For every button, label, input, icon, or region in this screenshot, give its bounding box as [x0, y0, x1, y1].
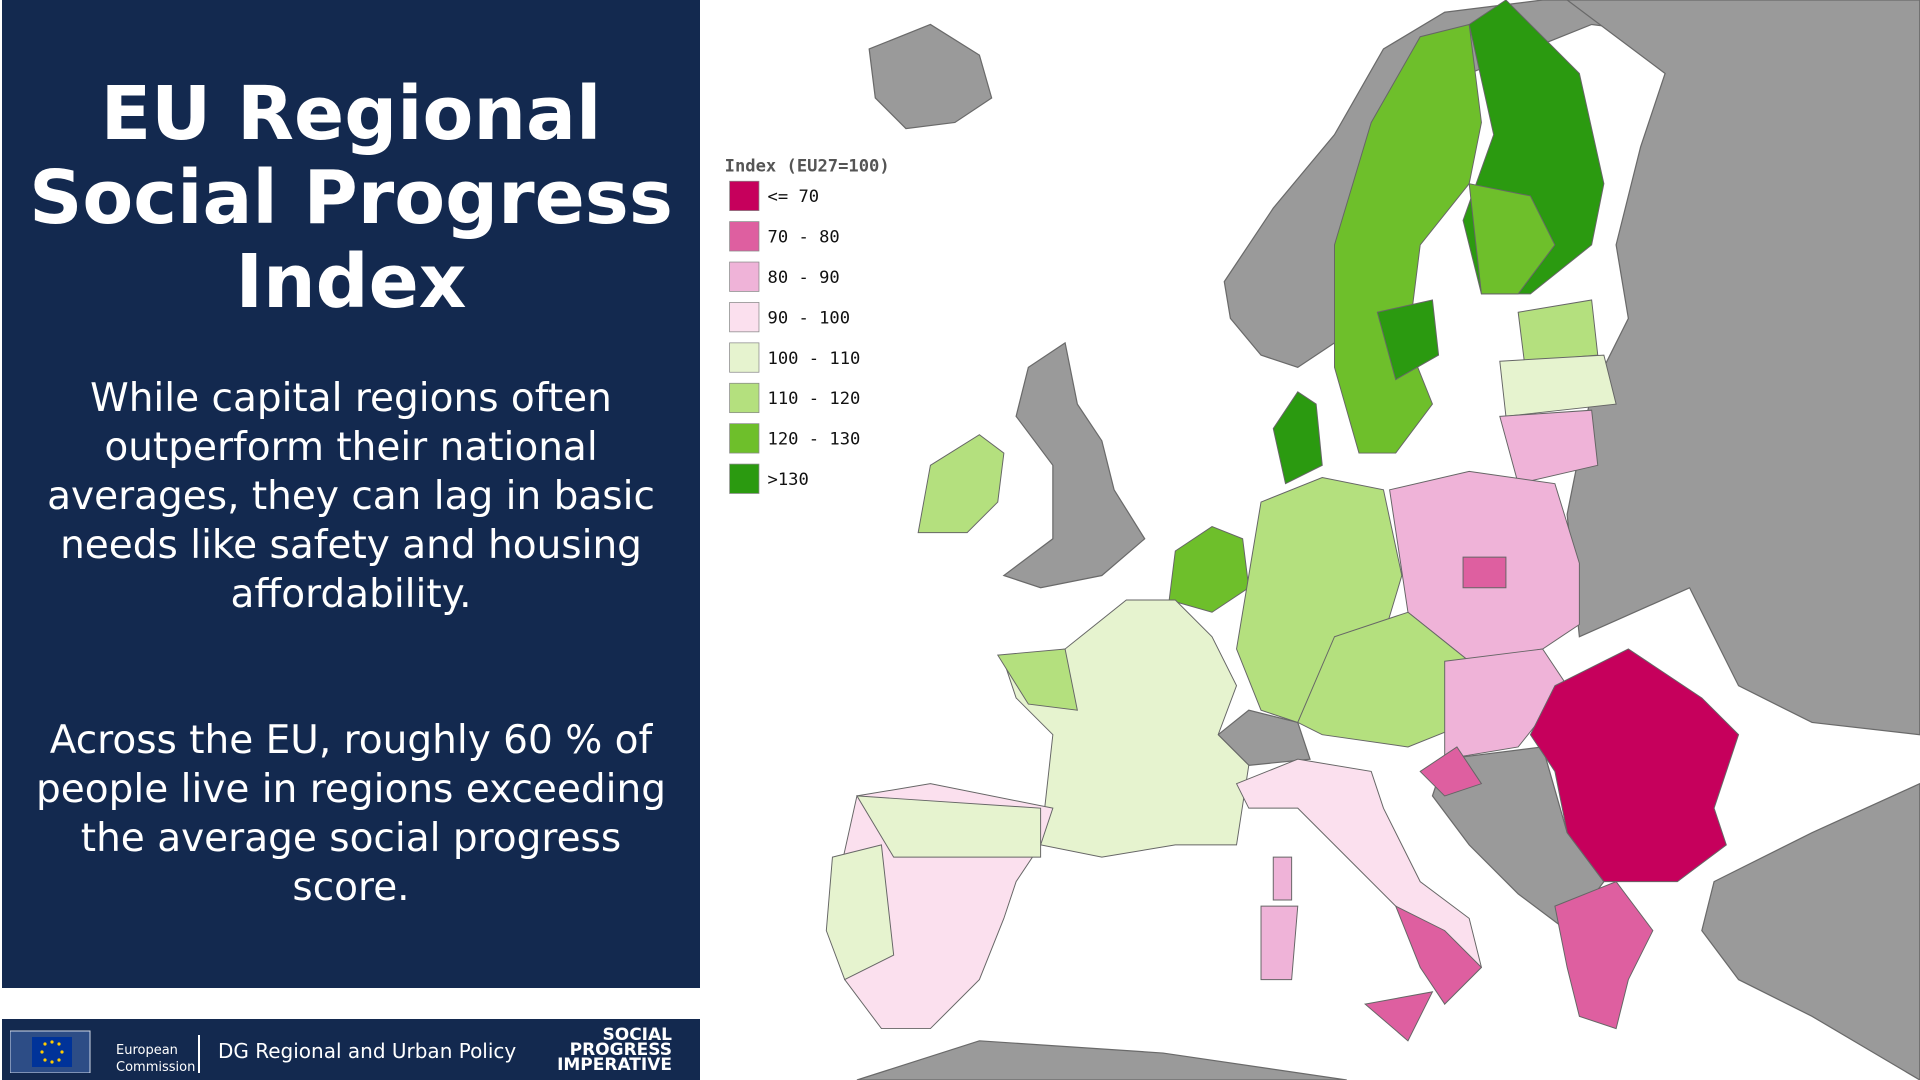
partner-logo: SOCIAL PROGRESS IMPERATIVE [557, 1025, 673, 1075]
region [1260, 905, 1299, 981]
legend-label: 70 - 80 [768, 228, 840, 248]
legend-label: >130 [768, 470, 809, 490]
text-line: IMPERATIVE [557, 1055, 672, 1075]
paragraph: Across the EU, roughly 60 % of people liv… [18, 716, 684, 912]
text-line: While capital regions often [90, 376, 612, 421]
legend-swatch [729, 382, 760, 414]
region [825, 844, 895, 981]
legend-swatch [729, 302, 760, 333]
region [1499, 354, 1617, 417]
text-line: people live in regions exceeding [36, 767, 666, 812]
text-panel: EU Regional Social Progress Index While ca… [2, 0, 700, 988]
text-line: Commission [116, 1060, 196, 1075]
text-line: the average social progress score. [80, 816, 622, 910]
text-line: averages, they can lag in basic [47, 474, 655, 519]
legend-label: 120 - 130 [768, 430, 861, 450]
region [1272, 391, 1323, 485]
title-line: Social Progress [29, 155, 673, 241]
region [1376, 299, 1440, 381]
legend-label: 90 - 100 [768, 308, 850, 328]
legend-label: 100 - 110 [768, 349, 861, 369]
legend-swatch [729, 342, 760, 373]
title: EU Regional Social Progress Index [2, 72, 700, 324]
region [1499, 409, 1599, 485]
regions [825, 0, 1740, 1042]
text-line: Across the EU, roughly 60 % of [49, 718, 653, 763]
eu-logo [10, 1030, 91, 1073]
region [1297, 611, 1470, 748]
legend-swatch [729, 180, 760, 211]
text-line: European [116, 1043, 178, 1058]
commission-name: European Commission [116, 1042, 195, 1076]
region [1529, 648, 1740, 883]
region [1419, 746, 1483, 797]
region [856, 795, 1042, 858]
legend: <= 70 70 - 80 80 - 90 90 - 100 100 - 110 110 … [729, 180, 861, 494]
text-line: needs like safety and housing [60, 523, 642, 568]
legend-swatch [729, 423, 760, 454]
legend-swatch [729, 463, 760, 494]
legend-label: <= 70 [768, 187, 820, 207]
map: Index (EU27=100) <= 70 70 - 80 80 - 90 90 -… [700, 0, 1920, 1080]
legend-label: 80 - 90 [768, 268, 840, 288]
text-line: PROGRESS [569, 1040, 672, 1060]
region [1364, 991, 1434, 1042]
non-eu-land [856, 0, 1920, 1080]
region [1468, 183, 1556, 295]
text-line: affordability. [230, 572, 472, 617]
region [1334, 23, 1482, 454]
legend-label: 110 - 120 [768, 389, 861, 409]
legend-swatch [729, 261, 760, 292]
region [996, 648, 1078, 711]
dg-name: DG Regional and Urban Policy [218, 1039, 517, 1063]
legend-title: Index (EU27=100) [725, 157, 890, 177]
text-line: outperform their national [104, 425, 598, 470]
text-line: SOCIAL [602, 1025, 673, 1045]
legend-swatch [729, 221, 760, 252]
title-line: EU Regional [100, 71, 602, 157]
title-line: Index [235, 239, 467, 325]
divider [198, 1035, 200, 1073]
region [1554, 881, 1654, 1030]
region [1272, 856, 1293, 901]
region [917, 434, 1005, 534]
paragraph: While capital regions often outperform th… [18, 374, 684, 619]
footer: European Commission DG Regional and Urban… [2, 1019, 700, 1080]
region [1462, 556, 1507, 589]
region [1394, 905, 1483, 1005]
